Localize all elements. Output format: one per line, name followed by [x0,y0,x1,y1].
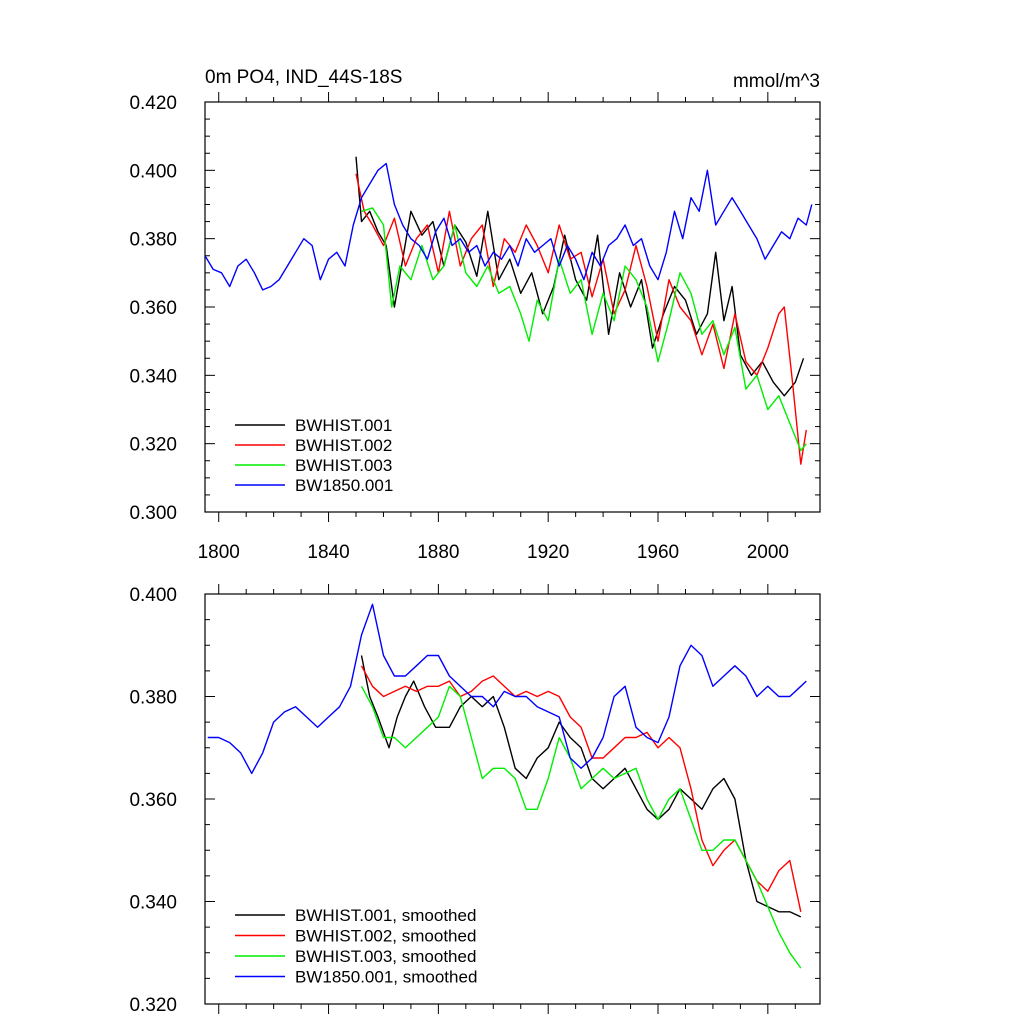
series-line-1 [355,156,805,397]
legend-label: BWHIST.001 [295,416,392,435]
series-line-2 [355,173,807,465]
x-tick-label: 1920 [527,542,569,563]
series-line-3 [361,207,807,452]
series-line-2 [360,665,802,912]
legend-label: BWHIST.002, smoothed [295,927,476,946]
series-line-1 [360,655,802,918]
y-tick-label: 0.340 [129,893,177,914]
x-tick-label: 1840 [307,542,349,563]
legend-label: BWHIST.001, smoothed [295,906,476,925]
legend-label: BWHIST.003, smoothed [295,947,476,966]
chart-units: mmol/m^3 [733,71,820,92]
y-tick-label: 0.300 [129,503,177,524]
legend-label: BWHIST.002 [295,436,392,455]
legend-label: BW1850.001 [295,476,393,495]
legend-label: BW1850.001, smoothed [295,968,477,987]
y-tick-label: 0.360 [129,298,177,319]
bottom-panel: 0.320 0.340 0.360 0.380 0.400 BWHIST.001, smo… [129,584,821,1016]
y-tick-label: 0.380 [129,688,177,709]
series-line-3 [360,685,802,969]
x-tick-label: 2000 [747,542,789,563]
series-line-4 [205,162,813,291]
y-tick-label: 0.320 [129,435,177,456]
x-tick-label: 1880 [417,542,459,563]
top-panel: 0.300 0.320 0.340 0.360 0.380 0.400 0.420 1800 1… [129,92,821,563]
series-line-4 [207,603,807,775]
y-tick-label: 0.340 [129,366,177,387]
y-tick-label: 0.320 [129,995,177,1016]
chart-title: 0m PO4, IND_44S-18S [205,67,402,88]
y-tick-label: 0.420 [129,93,177,114]
y-tick-label: 0.360 [129,790,177,811]
x-tick-label: 1960 [637,542,679,563]
y-tick-label: 0.400 [129,161,177,182]
y-tick-label: 0.400 [129,585,177,606]
x-tick-label: 1800 [198,542,240,563]
legend-label: BWHIST.003 [295,456,392,475]
y-tick-label: 0.380 [129,230,177,251]
